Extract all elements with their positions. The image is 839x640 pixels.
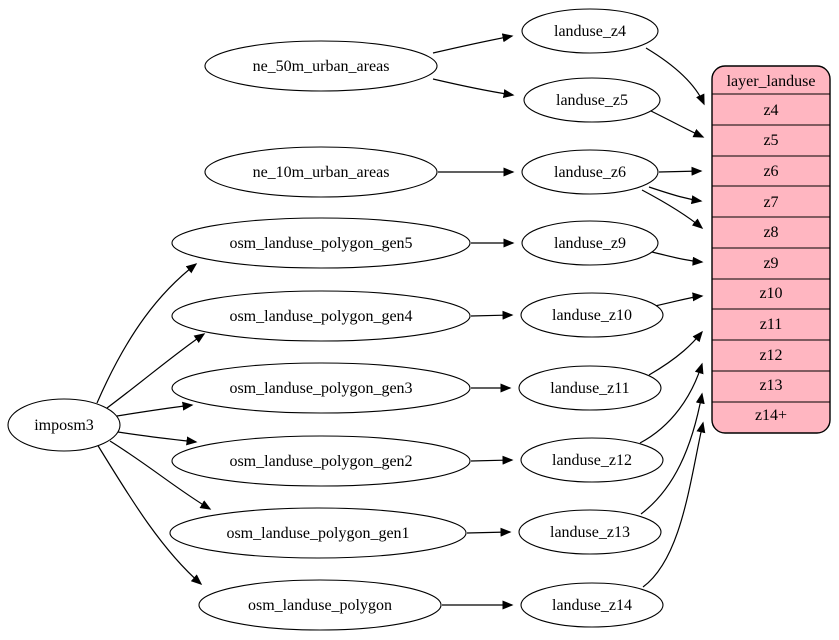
edge-landuse-z6-to-row-z6 xyxy=(658,166,703,176)
node-landuse-z6-label: landuse_z6 xyxy=(554,164,626,181)
node-ne-50m-urban-areas-label: ne_50m_urban_areas xyxy=(253,58,390,75)
edge-gen4-to-landuse-z10 xyxy=(470,310,514,320)
edge-landuse-z13-to-row-z13 xyxy=(640,392,705,515)
node-osm-landuse-polygon-gen4-shape xyxy=(171,290,471,342)
node-landuse-z6-shape xyxy=(521,149,659,195)
node-landuse-z13: landuse_z13 xyxy=(518,509,662,555)
node-ne-10m-urban-areas: ne_10m_urban_areas xyxy=(204,146,438,198)
table-row-z10: z10 xyxy=(759,285,782,302)
edge-landuse-z9-to-row-z9 xyxy=(651,251,704,266)
node-osm-landuse-polygon-shape xyxy=(198,579,442,631)
node-osm-landuse-polygon-gen3-shape xyxy=(171,362,471,414)
node-imposm3-label: imposm3 xyxy=(34,417,94,434)
node-landuse-z14-label: landuse_z14 xyxy=(552,597,632,614)
table-row-z9: z9 xyxy=(763,255,778,272)
edge-imposm3-to-gen1 xyxy=(109,440,212,510)
edge-landuse-z11-to-row-z11 xyxy=(648,330,703,376)
edge-ne50m-to-landuse-z4 xyxy=(432,33,514,54)
edge-imposm3-to-gen3 xyxy=(116,401,194,417)
node-landuse-z5-label: landuse_z5 xyxy=(556,92,628,109)
node-osm-landuse-polygon: osm_landuse_polygon xyxy=(198,579,442,631)
node-landuse-z11-label: landuse_z11 xyxy=(550,380,629,397)
edge-landuse-z4-to-row-z4 xyxy=(645,47,705,106)
edge-landuse-z6-to-row-z8 xyxy=(641,189,704,229)
edge-landuse-z5-to-row-z5 xyxy=(650,110,705,138)
edge-ne50m-to-landuse-z5 xyxy=(432,78,515,99)
node-landuse-z10-label: landuse_z10 xyxy=(552,307,632,324)
node-landuse-z9-shape xyxy=(521,220,659,266)
node-landuse-z12-shape xyxy=(520,437,664,483)
table-row-z7: z7 xyxy=(763,194,778,211)
node-imposm3: imposm3 xyxy=(7,398,121,452)
node-osm-landuse-polygon-gen2-label: osm_landuse_polygon_gen2 xyxy=(229,453,412,470)
edge-landuse-z12-to-row-z12 xyxy=(639,362,704,444)
node-landuse-z6: landuse_z6 xyxy=(521,149,659,195)
table-row-z14plus: z14+ xyxy=(755,407,787,424)
node-osm-landuse-polygon-gen3: osm_landuse_polygon_gen3 xyxy=(171,362,471,414)
node-landuse-z11: landuse_z11 xyxy=(518,365,662,411)
edge-landuse-z14-to-row-z14plus xyxy=(642,421,706,588)
node-osm-landuse-polygon-gen4: osm_landuse_polygon_gen4 xyxy=(171,290,471,342)
node-ne-50m-urban-areas-shape xyxy=(204,40,438,92)
node-landuse-z10: landuse_z10 xyxy=(520,292,664,338)
edge-gen2-to-landuse-z12 xyxy=(470,455,514,465)
node-landuse-z9-label: landuse_z9 xyxy=(554,235,626,252)
node-landuse-z4-label: landuse_z4 xyxy=(554,23,626,40)
node-osm-landuse-polygon-gen1-label: osm_landuse_polygon_gen1 xyxy=(226,525,409,542)
node-osm-landuse-polygon-gen1: osm_landuse_polygon_gen1 xyxy=(169,507,467,559)
node-osm-landuse-polygon-gen5-shape xyxy=(171,217,471,269)
node-osm-landuse-polygon-gen2-shape xyxy=(171,435,471,487)
table-row-z12: z12 xyxy=(759,347,782,364)
table-row-z11: z11 xyxy=(760,316,783,333)
node-landuse-z4: landuse_z4 xyxy=(521,8,659,54)
table-row-z4: z4 xyxy=(763,102,778,119)
table-row-z6: z6 xyxy=(763,163,778,180)
node-landuse-z5-shape xyxy=(523,77,661,123)
layer-landuse-table: layer_landuse z4 z5 z6 z7 z8 z9 z10 z11 … xyxy=(711,65,831,434)
node-osm-landuse-polygon-gen5: osm_landuse_polygon_gen5 xyxy=(171,217,471,269)
node-landuse-z13-label: landuse_z13 xyxy=(550,524,630,541)
node-landuse-z10-shape xyxy=(520,292,664,338)
node-imposm3-shape xyxy=(7,398,121,452)
node-landuse-z9: landuse_z9 xyxy=(521,220,659,266)
layer-landuse-table-title: layer_landuse xyxy=(727,73,816,90)
table-row-z8: z8 xyxy=(763,224,778,241)
table-row-z13: z13 xyxy=(759,377,782,394)
edge-imposm3-to-gen5 xyxy=(96,263,198,404)
node-landuse-z14: landuse_z14 xyxy=(520,582,664,628)
edge-gen1-to-landuse-z13 xyxy=(466,527,512,537)
node-landuse-z12: landuse_z12 xyxy=(520,437,664,483)
node-osm-landuse-polygon-gen3-label: osm_landuse_polygon_gen3 xyxy=(229,380,412,397)
node-osm-landuse-polygon-gen5-label: osm_landuse_polygon_gen5 xyxy=(229,235,412,252)
node-ne-10m-urban-areas-label: ne_10m_urban_areas xyxy=(253,164,390,181)
node-landuse-z11-shape xyxy=(518,365,662,411)
table-row-z5: z5 xyxy=(763,132,778,149)
node-landuse-z13-shape xyxy=(518,509,662,555)
edge-landuse-z6-to-row-z7 xyxy=(648,186,703,205)
node-osm-landuse-polygon-gen4-label: osm_landuse_polygon_gen4 xyxy=(229,308,412,325)
node-osm-landuse-polygon-gen1-shape xyxy=(169,507,467,559)
node-landuse-z4-shape xyxy=(521,8,659,54)
edge-landuse-z10-to-row-z10 xyxy=(654,292,704,307)
node-landuse-z12-label: landuse_z12 xyxy=(552,452,632,469)
node-landuse-z14-shape xyxy=(520,582,664,628)
node-ne-10m-urban-areas-shape xyxy=(204,146,438,198)
node-landuse-z5: landuse_z5 xyxy=(523,77,661,123)
node-osm-landuse-polygon-label: osm_landuse_polygon xyxy=(248,597,392,614)
node-ne-50m-urban-areas: ne_50m_urban_areas xyxy=(204,40,438,92)
edge-imposm3-to-gen2 xyxy=(117,431,198,446)
edge-imposm3-to-polygon xyxy=(96,443,203,585)
edges-layer xyxy=(96,33,706,610)
layer-landuse-table-outline xyxy=(711,65,831,434)
node-osm-landuse-polygon-gen2: osm_landuse_polygon_gen2 xyxy=(171,435,471,487)
edge-imposm3-to-gen4 xyxy=(106,333,206,409)
